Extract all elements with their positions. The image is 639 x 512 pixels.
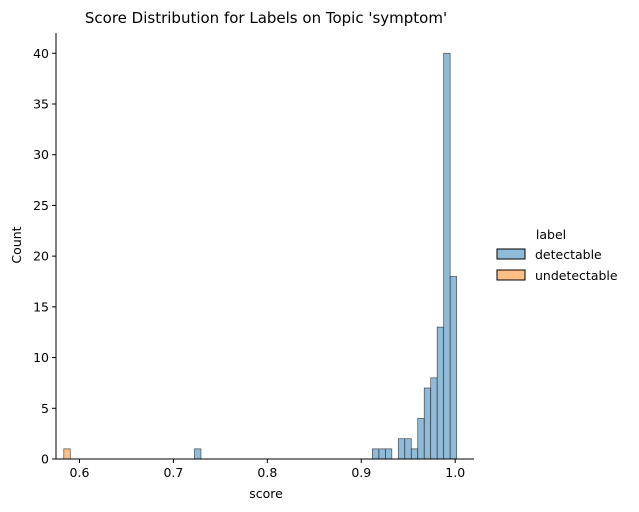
y-tick-label: 10: [33, 350, 49, 365]
bar-detectable-1: [372, 448, 380, 460]
x-tick-label: 0.7: [163, 465, 183, 480]
y-tick-label: 30: [33, 147, 49, 162]
x-tick-label: 0.6: [70, 465, 90, 480]
y-tick-label: 40: [33, 46, 49, 61]
bar-detectable-10: [436, 326, 445, 460]
legend-swatch-undetectable: [496, 269, 526, 281]
bar-detectable-2: [378, 448, 386, 460]
bar-detectable-8: [423, 387, 432, 460]
bar-detectable-11: [443, 52, 451, 460]
bar-detectable-6: [410, 448, 419, 460]
x-tick-label: 1.0: [445, 465, 465, 480]
bar-detectable-4: [397, 438, 406, 460]
bar-undetectable-0: [63, 448, 71, 460]
y-tick-label: 25: [33, 198, 49, 213]
legend: label detectable undetectable: [496, 227, 618, 283]
y-tick-label: 0: [41, 452, 49, 467]
y-tick-label: 15: [33, 299, 49, 314]
x-tick-label: 0.9: [351, 465, 371, 480]
legend-swatch-detectable: [496, 248, 526, 260]
y-tick-label: 20: [33, 249, 49, 264]
legend-title: label: [536, 227, 566, 242]
axes-layer: 0.6 0.7 0.8 0.9 1.0 0 5 10 15 20 25 30 35 40: [33, 33, 474, 480]
y-tick-label: 35: [33, 97, 49, 112]
bar-detectable-5: [404, 438, 412, 460]
bar-detectable-12: [449, 276, 457, 460]
y-tick-label: 5: [41, 401, 49, 416]
bar-detectable-0: [194, 448, 202, 460]
y-axis-label: Count: [9, 226, 24, 263]
bar-detectable-7: [417, 418, 425, 460]
bar-detectable-9: [430, 377, 438, 460]
x-axis-label: score: [249, 486, 283, 501]
chart-title: Score Distribution for Labels on Topic '…: [85, 9, 447, 27]
legend-label-detectable: detectable: [535, 247, 602, 262]
x-tick-label: 0.8: [257, 465, 277, 480]
bar-detectable-3: [384, 448, 393, 460]
legend-label-undetectable: undetectable: [535, 268, 618, 283]
bars-layer: [63, 52, 457, 460]
